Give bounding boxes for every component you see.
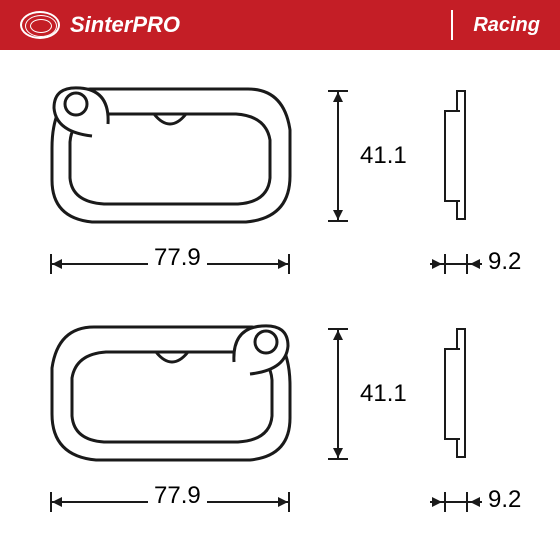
pad-row-2: 41.1 77.9 9.2 bbox=[48, 324, 534, 544]
height-label: 41.1 bbox=[360, 142, 407, 170]
diagram-area: 41.1 77.9 9.2 bbox=[0, 50, 560, 560]
thickness-label: 9.2 bbox=[488, 248, 521, 276]
brake-pad-top bbox=[48, 86, 294, 236]
product-category: Racing bbox=[473, 14, 540, 37]
header-divider bbox=[451, 10, 453, 40]
height-label: 41.1 bbox=[360, 380, 407, 408]
width-label: 77.9 bbox=[148, 482, 207, 510]
thickness-label: 9.2 bbox=[488, 486, 521, 514]
brake-pad-bottom bbox=[48, 324, 294, 474]
brand-logo-icon bbox=[20, 11, 60, 39]
header-bar: SinterPRO Racing bbox=[0, 0, 560, 50]
product-name: SinterPRO bbox=[70, 12, 180, 38]
width-label: 77.9 bbox=[148, 244, 207, 272]
pad-row-1: 41.1 77.9 9.2 bbox=[48, 86, 534, 306]
